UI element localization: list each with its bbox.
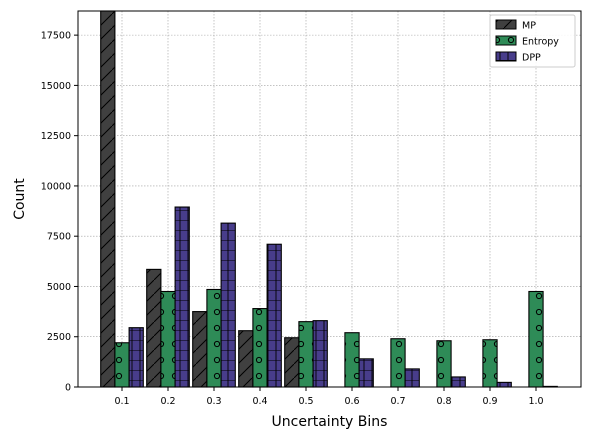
bar-hatch (160, 291, 176, 387)
bar-hatch (436, 340, 452, 387)
bar-hatch (175, 207, 190, 387)
bar-hatch (221, 223, 236, 387)
legend: MP Entropy DPP (489, 14, 576, 68)
bar-dpp-0.2 (174, 206, 190, 388)
x-axis-ticks: 0.1 0.2 0.3 0.4 0.5 0.6 0.7 0.8 0.9 1.0 (114, 387, 544, 407)
bar-hatch (359, 358, 374, 387)
bar-hatch (497, 382, 512, 387)
bar-hatch (114, 342, 130, 387)
legend-entry-dpp: DPP (495, 51, 541, 64)
y-tick-label: 7500 (47, 232, 71, 243)
bar-entropy-0.4 (252, 308, 268, 388)
y-axis-label: Count (12, 178, 28, 220)
bar-hatch (313, 320, 328, 387)
bar-dpp-0.7 (404, 368, 420, 388)
bar-entropy-0.5 (298, 321, 314, 388)
y-tick-label: 10000 (41, 181, 71, 192)
x-tick-label: 0.3 (206, 396, 221, 407)
y-tick-label: 5000 (47, 282, 71, 293)
legend-entry-mp: MP (495, 19, 536, 32)
x-tick-label: 0.4 (252, 396, 267, 407)
bar-dpp-0.5 (312, 320, 328, 388)
bar-hatch (451, 376, 466, 387)
bar-entropy-0.9 (482, 339, 498, 388)
bar-dpp-0.3 (220, 222, 236, 388)
bar-hatch (252, 308, 268, 387)
bar-hatch (528, 291, 544, 387)
bar-mp-0.3 (192, 311, 208, 388)
legend-swatch-hatch (496, 20, 516, 29)
bar-dpp-0.6 (358, 358, 374, 388)
y-tick-label: 0 (65, 383, 71, 394)
bar-hatch (267, 244, 282, 387)
legend-swatch-outline (495, 19, 517, 30)
y-tick-label: 2500 (47, 332, 71, 343)
x-tick-label: 1.0 (528, 396, 543, 407)
y-tick-label: 12500 (41, 131, 71, 142)
bar-hatch (344, 332, 360, 387)
bar-hatch (298, 321, 314, 387)
legend-swatch-outline (495, 51, 517, 62)
bar-entropy-0.6 (344, 332, 360, 388)
bar-entropy-1.0 (528, 290, 544, 388)
bar-hatch (192, 311, 207, 387)
bar-entropy-0.3 (206, 288, 222, 388)
bar-dpp-0.1 (128, 327, 144, 388)
bar-entropy-0.2 (160, 290, 176, 388)
x-tick-label: 0.2 (160, 396, 175, 407)
bar-dpp-0.8 (450, 376, 466, 388)
bar-entropy-0.7 (390, 338, 406, 388)
y-tick-label: 15000 (41, 81, 71, 92)
bar-mp-0.5 (284, 337, 300, 388)
bar-hatch (146, 269, 161, 387)
bar-hatch (129, 327, 144, 387)
bar-hatch (405, 368, 420, 387)
y-tick-label: 17500 (41, 31, 71, 42)
x-tick-label: 0.9 (482, 396, 497, 407)
bar-hatch (284, 337, 299, 387)
plot-frame (77, 10, 582, 388)
x-axis-label: Uncertainty Bins (272, 414, 388, 430)
bar-mp-0.4 (238, 330, 254, 388)
x-tick-label: 0.7 (390, 396, 405, 407)
bar-hatch (390, 338, 406, 387)
bar-entropy-0.1 (114, 342, 130, 388)
legend-label: MP (522, 21, 536, 32)
x-tick-label: 0.5 (298, 396, 313, 407)
legend-swatch-outline (495, 35, 517, 46)
bars (100, 10, 558, 388)
x-tick-label: 0.8 (436, 396, 451, 407)
bar-hatch (238, 330, 253, 387)
bar-dpp-0.4 (266, 243, 282, 388)
bar-mp-0.2 (146, 268, 162, 388)
legend-label: DPP (522, 53, 541, 64)
legend-label: Entropy (522, 37, 559, 48)
bar-entropy-0.8 (436, 340, 452, 388)
bar-hatch (482, 339, 498, 387)
legend-entry-entropy: Entropy (495, 35, 559, 48)
y-axis-ticks: 0 2500 5000 7500 10000 12500 15000 17500 (41, 31, 78, 394)
bar-dpp-0.9 (496, 381, 512, 388)
legend-swatch-hatch (496, 36, 516, 45)
legend-swatch-hatch (496, 52, 516, 61)
bar-mp-0.1 (100, 10, 116, 388)
bar-hatch (206, 289, 222, 387)
x-tick-label: 0.6 (344, 396, 359, 407)
bar-hatch (100, 11, 115, 387)
x-tick-label: 0.1 (114, 396, 129, 407)
